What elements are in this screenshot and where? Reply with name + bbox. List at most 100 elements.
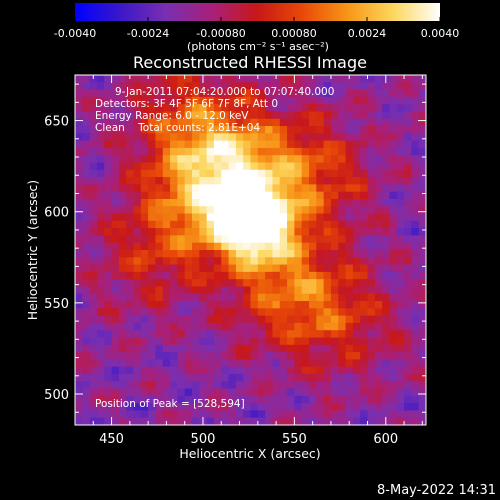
heatmap-cell [316,177,325,185]
heatmap-cell [206,82,215,91]
heatmap-cell [418,264,426,273]
heatmap-cell [243,279,252,288]
heatmap-cell [206,250,215,258]
heatmap-cell [382,286,391,295]
heatmap-cell [133,184,142,193]
heatmap-cell [148,82,157,91]
heatmap-cell [184,235,193,244]
heatmap-cell [177,198,186,207]
heatmap-cell [404,140,412,149]
heatmap-cell [75,286,83,295]
heatmap-cell [382,257,391,266]
heatmap-cell [352,286,361,295]
heatmap-cell [345,220,354,229]
heatmap-cell [396,410,405,419]
heatmap-cell [418,228,426,237]
heatmap-cell [177,82,186,91]
heatmap-cell [213,118,222,127]
annotation-peak: Position of Peak = [528,594] [95,398,245,410]
heatmap-cell [228,395,237,404]
heatmap-cell [170,388,178,397]
heatmap-cell [250,352,259,360]
heatmap-cell [352,126,361,134]
heatmap-cell [338,75,347,83]
heatmap-cell [228,220,237,229]
heatmap-cell [396,337,405,346]
heatmap-cell [323,293,332,302]
heatmap-cell [133,162,142,171]
heatmap-cell [235,264,244,273]
heatmap-cell [199,279,208,288]
heatmap-cell [213,388,222,397]
heatmap-cell [243,184,252,193]
heatmap-cell [148,198,157,207]
heatmap-cell [126,308,135,317]
heatmap-cell [177,177,186,185]
heatmap-cell [323,228,332,237]
heatmap-cell [389,352,398,360]
heatmap-cell [177,330,186,339]
heatmap-cell [126,162,135,171]
heatmap-cell [104,366,113,375]
heatmap-cell [396,250,405,258]
heatmap-cell [75,82,83,91]
heatmap-cell [374,169,383,178]
heatmap-cell [411,359,420,368]
heatmap-cell [126,293,135,302]
heatmap-cell [309,191,317,200]
heatmap-cell [396,301,405,309]
heatmap-cell [177,359,186,368]
heatmap-cell [118,147,127,156]
heatmap-cell [323,264,332,273]
heatmap-cell [126,322,135,331]
heatmap-cell [206,104,215,113]
heatmap-cell [126,140,135,149]
heatmap-cell [330,89,339,98]
heatmap-cell [118,118,127,127]
heatmap-cell [155,191,164,200]
heatmap-cell [228,155,237,164]
heatmap-cell [89,315,98,324]
heatmap-cell [323,235,332,244]
heatmap-cell [213,198,222,207]
heatmap-cell [323,155,332,164]
heatmap-cell [111,126,120,134]
heatmap-cell [126,395,135,404]
heatmap-cell [352,82,361,91]
heatmap-cell [148,191,157,200]
heatmap-cell [155,126,164,134]
heatmap-cell [96,264,105,273]
heatmap-cell [330,75,339,83]
heatmap-cell [382,228,391,237]
heatmap-cell [118,410,127,419]
heatmap-cell [338,395,347,404]
heatmap-cell [75,220,83,229]
heatmap-cell [404,344,412,353]
heatmap-cell [155,96,164,105]
heatmap-cell [162,410,171,419]
heatmap-cell [199,206,208,215]
heatmap-cell [323,198,332,207]
heatmap-cell [126,220,135,229]
heatmap-cell [411,206,420,215]
heatmap-cell [309,315,317,324]
heatmap-cell [177,133,186,142]
heatmap-cell [235,82,244,91]
heatmap-cell [82,191,91,200]
heatmap-cell [104,352,113,360]
heatmap-cell [96,257,105,266]
heatmap-cell [309,235,317,244]
heatmap-cell [389,293,398,302]
heatmap-cell [82,417,91,425]
heatmap-cell [118,344,127,353]
heatmap-cell [228,184,237,193]
heatmap-cell [418,111,426,120]
heatmap-cell [309,169,317,178]
heatmap-cell [155,177,164,185]
heatmap-cell [338,184,347,193]
heatmap-cell [118,82,127,91]
heatmap-cell [213,89,222,98]
heatmap-cell [265,344,274,353]
heatmap-cell [360,403,369,412]
heatmap-cell [360,126,369,134]
